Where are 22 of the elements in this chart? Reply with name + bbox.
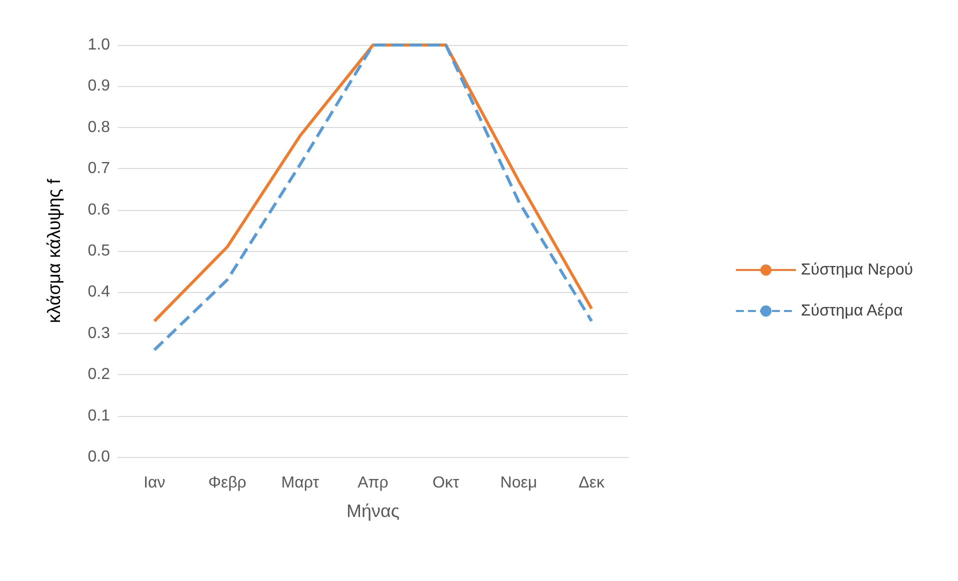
legend-label: Σύστημα Νερού <box>800 262 914 278</box>
y-axis-title: κλάσμα κάλυψης f <box>44 178 64 324</box>
x-tick-label: Μαρτ <box>281 474 320 492</box>
x-axis-title: Μήνας <box>346 501 400 521</box>
y-tick-label: 0.5 <box>88 242 110 260</box>
y-tick-label: 0.3 <box>88 324 110 342</box>
y-tick-label: 0.8 <box>88 118 110 136</box>
x-tick-label: Φεβρ <box>208 474 246 492</box>
y-tick-label: 0.1 <box>88 407 110 424</box>
x-tick-label: Δεκ <box>578 474 606 492</box>
x-tick-label: Νοεμ <box>500 474 538 492</box>
y-tick-label: 0.2 <box>88 366 110 384</box>
y-tick-label: 0.7 <box>88 160 110 178</box>
y-tick-label: 0.4 <box>88 284 110 301</box>
x-tick-label: Ιαν <box>144 474 166 492</box>
legend-label: Σύστημα Αέρα <box>800 302 903 320</box>
y-tick-label: 0.0 <box>88 448 110 466</box>
y-tick-label: 1.0 <box>88 36 110 54</box>
x-tick-label: Απρ <box>358 474 388 492</box>
y-tick-label: 0.6 <box>88 201 110 218</box>
x-tick-label: Οκτ <box>432 474 460 492</box>
y-tick-label: 0.9 <box>88 78 110 95</box>
